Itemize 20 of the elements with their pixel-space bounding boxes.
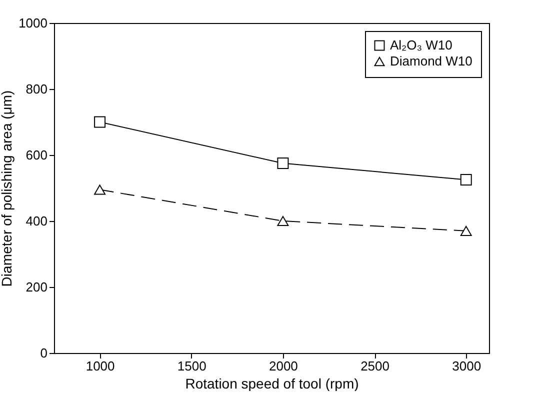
point xyxy=(460,174,472,186)
point xyxy=(277,158,289,169)
y-tick-label: 1000 xyxy=(18,16,48,30)
legend-label: Diamond W10 xyxy=(390,54,472,68)
point xyxy=(460,226,472,236)
y-tick-label: 800 xyxy=(26,82,48,96)
y-tick-label: 600 xyxy=(26,148,48,162)
x-tick-label: 3000 xyxy=(452,358,482,374)
x-tick-label: 2000 xyxy=(268,358,298,374)
x-tick-label: 1500 xyxy=(177,358,206,374)
point xyxy=(94,116,106,128)
x-tick-label: 2500 xyxy=(360,358,390,374)
y-tick-label: 200 xyxy=(26,280,48,294)
y-tick-label: 400 xyxy=(26,214,48,228)
point xyxy=(94,184,106,195)
y-tick-label: 0 xyxy=(40,346,48,360)
x-tick-label: 1000 xyxy=(86,358,115,374)
y-axis-title: Diameter of polishing area (μm) xyxy=(0,90,15,287)
legend-label: Al₂O₃ W10 xyxy=(390,38,452,52)
point xyxy=(277,216,289,226)
